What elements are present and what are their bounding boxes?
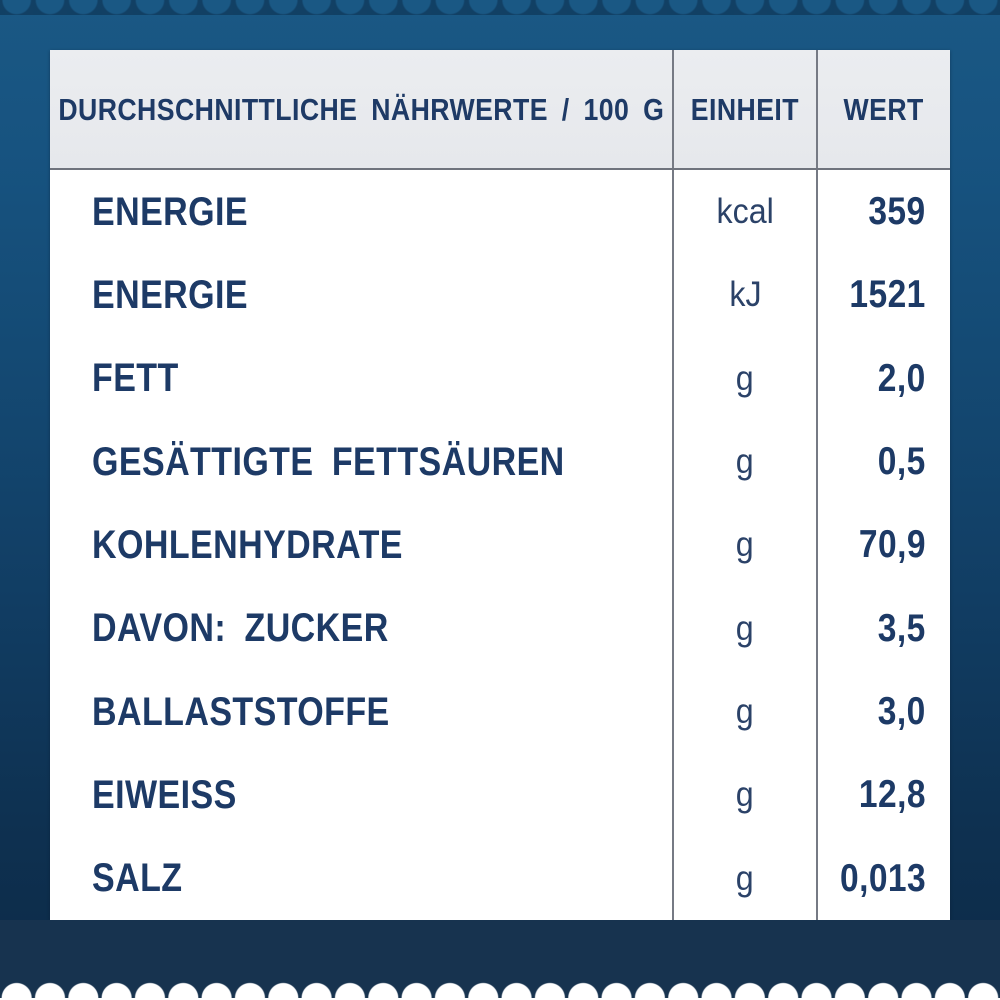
row-value: 0,013 [839, 856, 926, 900]
header-nutrients-label: DURCHSCHNITTLICHE NÄHRWERTE / 100 G [58, 91, 664, 127]
row-value: 70,9 [859, 523, 926, 567]
row-label: KOHLENHYDRATE [92, 522, 403, 567]
cell-unit: g [672, 669, 818, 754]
table-row-energie-kcal: ENERGIE kcal 359 [50, 170, 950, 254]
table-row-eiweiss: EIWEISS g 12,8 [50, 753, 950, 837]
row-value: 2,0 [878, 356, 926, 400]
table-row-gesaettigte-fettsaeuren: GESÄTTIGTE FETTSÄUREN g 0,5 [50, 419, 950, 504]
cell-value: 12,8 [818, 753, 950, 836]
row-unit: g [736, 775, 754, 815]
cell-label: DAVON: ZUCKER [50, 587, 672, 670]
cell-value: 2,0 [818, 337, 950, 420]
row-value: 3,0 [878, 690, 926, 734]
nutrition-table: DURCHSCHNITTLICHE NÄHRWERTE / 100 G EINH… [50, 50, 950, 920]
cell-label: GESÄTTIGTE FETTSÄUREN [50, 420, 672, 503]
row-label: BALLASTSTOFFE [92, 689, 390, 734]
row-unit: g [736, 608, 754, 648]
cell-label: BALLASTSTOFFE [50, 670, 672, 753]
table-row-davon-zucker: DAVON: ZUCKER g 3,5 [50, 586, 950, 670]
cell-label: SALZ [50, 837, 672, 920]
cell-value: 3,5 [818, 587, 950, 670]
row-value: 3,5 [878, 606, 926, 650]
row-label: DAVON: ZUCKER [92, 606, 389, 651]
row-unit: g [736, 858, 754, 898]
row-label: EIWEISS [92, 772, 237, 817]
row-label: GESÄTTIGTE FETTSÄUREN [92, 439, 565, 484]
header-cell-value: WERT [818, 50, 950, 168]
header-cell-nutrients: DURCHSCHNITTLICHE NÄHRWERTE / 100 G [50, 50, 672, 168]
row-unit: g [736, 358, 754, 398]
row-unit: g [736, 442, 754, 482]
cell-value: 3,0 [818, 670, 950, 753]
cell-unit: kJ [672, 253, 818, 337]
header-value-label: WERT [843, 91, 925, 127]
row-label: FETT [92, 356, 179, 401]
cell-value: 1521 [818, 253, 950, 336]
row-value: 1521 [849, 273, 926, 317]
table-row-salz: SALZ g 0,013 [50, 836, 950, 920]
cell-unit: kcal [672, 170, 818, 254]
row-value: 359 [868, 190, 926, 234]
table-body: ENERGIE kcal 359 ENERGIE kJ 1521 FETT g … [50, 170, 950, 920]
row-value: 0,5 [878, 440, 926, 484]
cell-unit: g [672, 336, 818, 420]
scallop-edge-top [0, 0, 1000, 15]
table-row-kohlenhydrate: KOHLENHYDRATE g 70,9 [50, 503, 950, 587]
cell-unit: g [672, 836, 818, 920]
cell-unit: g [672, 503, 818, 587]
cell-label: ENERGIE [50, 170, 672, 253]
header-unit-label: EINHEIT [690, 91, 800, 127]
cell-value: 70,9 [818, 503, 950, 586]
cell-label: FETT [50, 337, 672, 420]
cell-unit: g [672, 586, 818, 670]
cell-value: 0,5 [818, 420, 950, 503]
row-value: 12,8 [859, 773, 926, 817]
row-unit: kJ [728, 275, 762, 315]
cell-value: 0,013 [818, 837, 950, 920]
header-cell-unit: EINHEIT [672, 50, 818, 168]
row-label: ENERGIE [92, 272, 249, 317]
table-header-row: DURCHSCHNITTLICHE NÄHRWERTE / 100 G EINH… [50, 50, 950, 170]
table-row-ballaststoffe: BALLASTSTOFFE g 3,0 [50, 669, 950, 754]
cell-unit: g [672, 753, 818, 837]
cell-value: 359 [818, 170, 950, 253]
row-unit: g [736, 692, 754, 732]
table-row-energie-kj: ENERGIE kJ 1521 [50, 253, 950, 337]
cell-unit: g [672, 419, 818, 504]
scallop-edge-bottom [0, 978, 1000, 1000]
cell-label: ENERGIE [50, 253, 672, 336]
table-row-fett: FETT g 2,0 [50, 336, 950, 420]
row-unit: kcal [716, 192, 774, 232]
cell-label: KOHLENHYDRATE [50, 503, 672, 586]
row-unit: g [736, 525, 754, 565]
row-label: ENERGIE [92, 189, 249, 234]
bottom-navy-band [0, 920, 1000, 978]
row-label: SALZ [92, 856, 183, 901]
cell-label: EIWEISS [50, 753, 672, 836]
